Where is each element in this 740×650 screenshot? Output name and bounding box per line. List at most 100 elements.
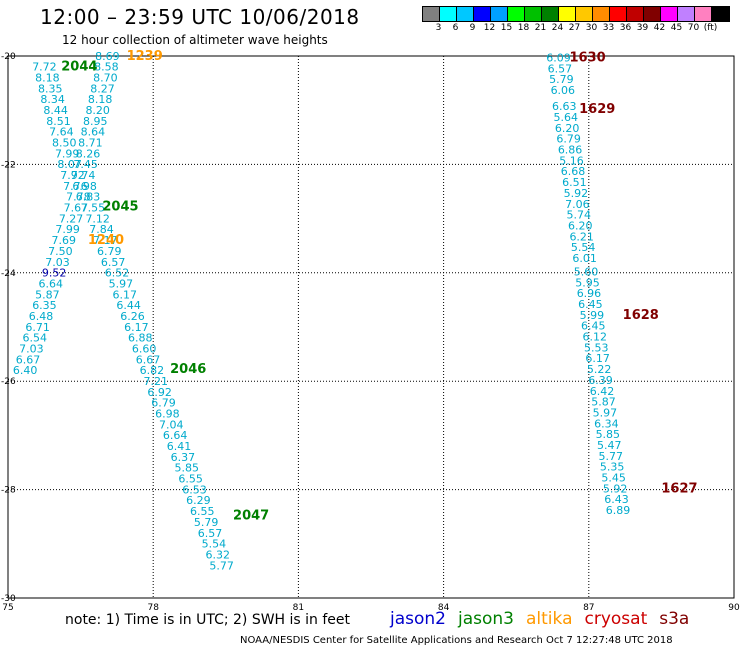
data-point: 5.54 [202,538,227,551]
y-tick-label: -20 [1,52,16,62]
data-point: 5.16 [559,154,584,167]
legend-label: 24 [551,23,564,33]
data-point: 7.99 [55,147,80,160]
data-point: 5.79 [194,516,219,529]
data-point: 6.01 [572,252,597,265]
data-point: 6.20 [568,219,593,232]
data-point: 5.60 [574,266,599,279]
legend-swatch [525,7,542,21]
data-point: 6.20 [555,122,580,135]
legend-label: 70 [687,23,700,33]
legend-label: 36 [619,23,632,33]
legend-swatch [457,7,474,21]
data-point: 5.53 [584,341,609,354]
data-point: 7.03 [45,256,70,269]
data-point: 6.68 [561,165,586,178]
data-point: 5.99 [580,309,605,322]
data-point: 6.48 [29,310,54,323]
data-point: 6.98 [155,408,180,421]
data-point: 5.22 [587,363,612,376]
data-point: 5.77 [209,559,234,572]
y-tick-label: -22 [1,160,16,170]
pass-label: 2044 [61,60,97,75]
data-point: 5.35 [600,461,625,474]
data-point: 6.21 [569,230,594,243]
data-point: 5.45 [601,471,626,484]
pass-label: 1239 [127,49,163,64]
credit-line: NOAA/NESDIS Center for Satellite Applica… [240,635,673,646]
legend-label: 3 [435,23,442,33]
data-point: 7.06 [565,198,590,211]
data-point: 7.76 [63,180,87,193]
data-point: 6.43 [604,493,629,506]
legend-swatch [491,7,508,21]
x-tick-label: 84 [438,603,450,613]
data-point: 6.40 [13,364,38,377]
data-point: 8.35 [38,82,63,95]
data-point: 8.07 [57,158,81,171]
page-title: 12:00 – 23:59 UTC 10/06/2018 [40,5,360,29]
data-point: 7.67 [64,202,89,215]
pass-label: 2047 [233,508,269,523]
legend-label: 33 [602,23,615,33]
legend-swatch [576,7,593,21]
legend-swatch [678,7,695,21]
data-point: 7.69 [52,234,76,247]
legend-label: 39 [636,23,649,33]
data-point: 6.17 [585,352,610,365]
legend-label: 42 [653,23,666,33]
data-point: 8.69 [95,50,120,63]
legend-swatch [542,7,559,21]
data-point: 6.89 [606,504,631,517]
data-point: 7.99 [55,223,80,236]
pass-label: 1630 [569,50,605,65]
data-point: 8.26 [76,147,101,160]
data-point: 7.92 [60,169,85,182]
data-point: 6.57 [548,62,573,75]
pass-label: 1240 [88,233,124,248]
legend-label: (ft) [703,23,718,33]
data-point: 6.42 [590,385,615,398]
data-point: 6.34 [594,417,619,430]
pass-label: 2045 [102,199,138,214]
data-point: 8.95 [83,115,108,128]
data-point: 5.74 [567,209,592,222]
legend-swatch [423,7,440,21]
data-point: 6.79 [97,245,122,258]
legend-label: 18 [517,23,530,33]
data-point: 6.57 [101,256,126,269]
data-point: 8.51 [46,115,71,128]
data-point: 7.74 [71,169,96,182]
y-tick-label: -30 [1,594,16,604]
data-point: 5.92 [603,482,628,495]
data-point: 7.64 [49,126,74,139]
satellite-legend: jason2 jason3 altika cryosat s3a [390,609,701,629]
legend-label: 9 [469,23,476,33]
data-point: 6.39 [588,374,613,387]
data-point: 6.55 [178,473,203,486]
legend-label: 21 [534,23,547,33]
data-point: 6.35 [32,299,57,312]
data-point: 8.50 [52,137,77,150]
data-point: 6.71 [25,321,50,334]
data-point: 5.97 [593,406,618,419]
legend-swatch [644,7,661,21]
data-point: 5.97 [109,277,134,290]
plot-frame [7,55,735,599]
x-tick-label: 81 [293,603,304,613]
data-point: 6.17 [113,288,138,301]
data-point: 6.64 [163,429,188,442]
data-point: 8.71 [78,137,103,150]
legend-label: 6 [452,23,459,33]
data-point: 5.64 [553,111,578,124]
legend-swatch [661,7,678,21]
x-tick-label: 78 [147,603,159,613]
data-point: 6.45 [581,320,606,333]
data-point: 5.87 [591,396,616,409]
color-scale-legend [422,6,730,22]
data-point: 7.84 [89,223,114,236]
data-point: 6.88 [128,332,153,345]
data-point: 6.06 [551,84,576,97]
data-point: 6.67 [136,353,161,366]
